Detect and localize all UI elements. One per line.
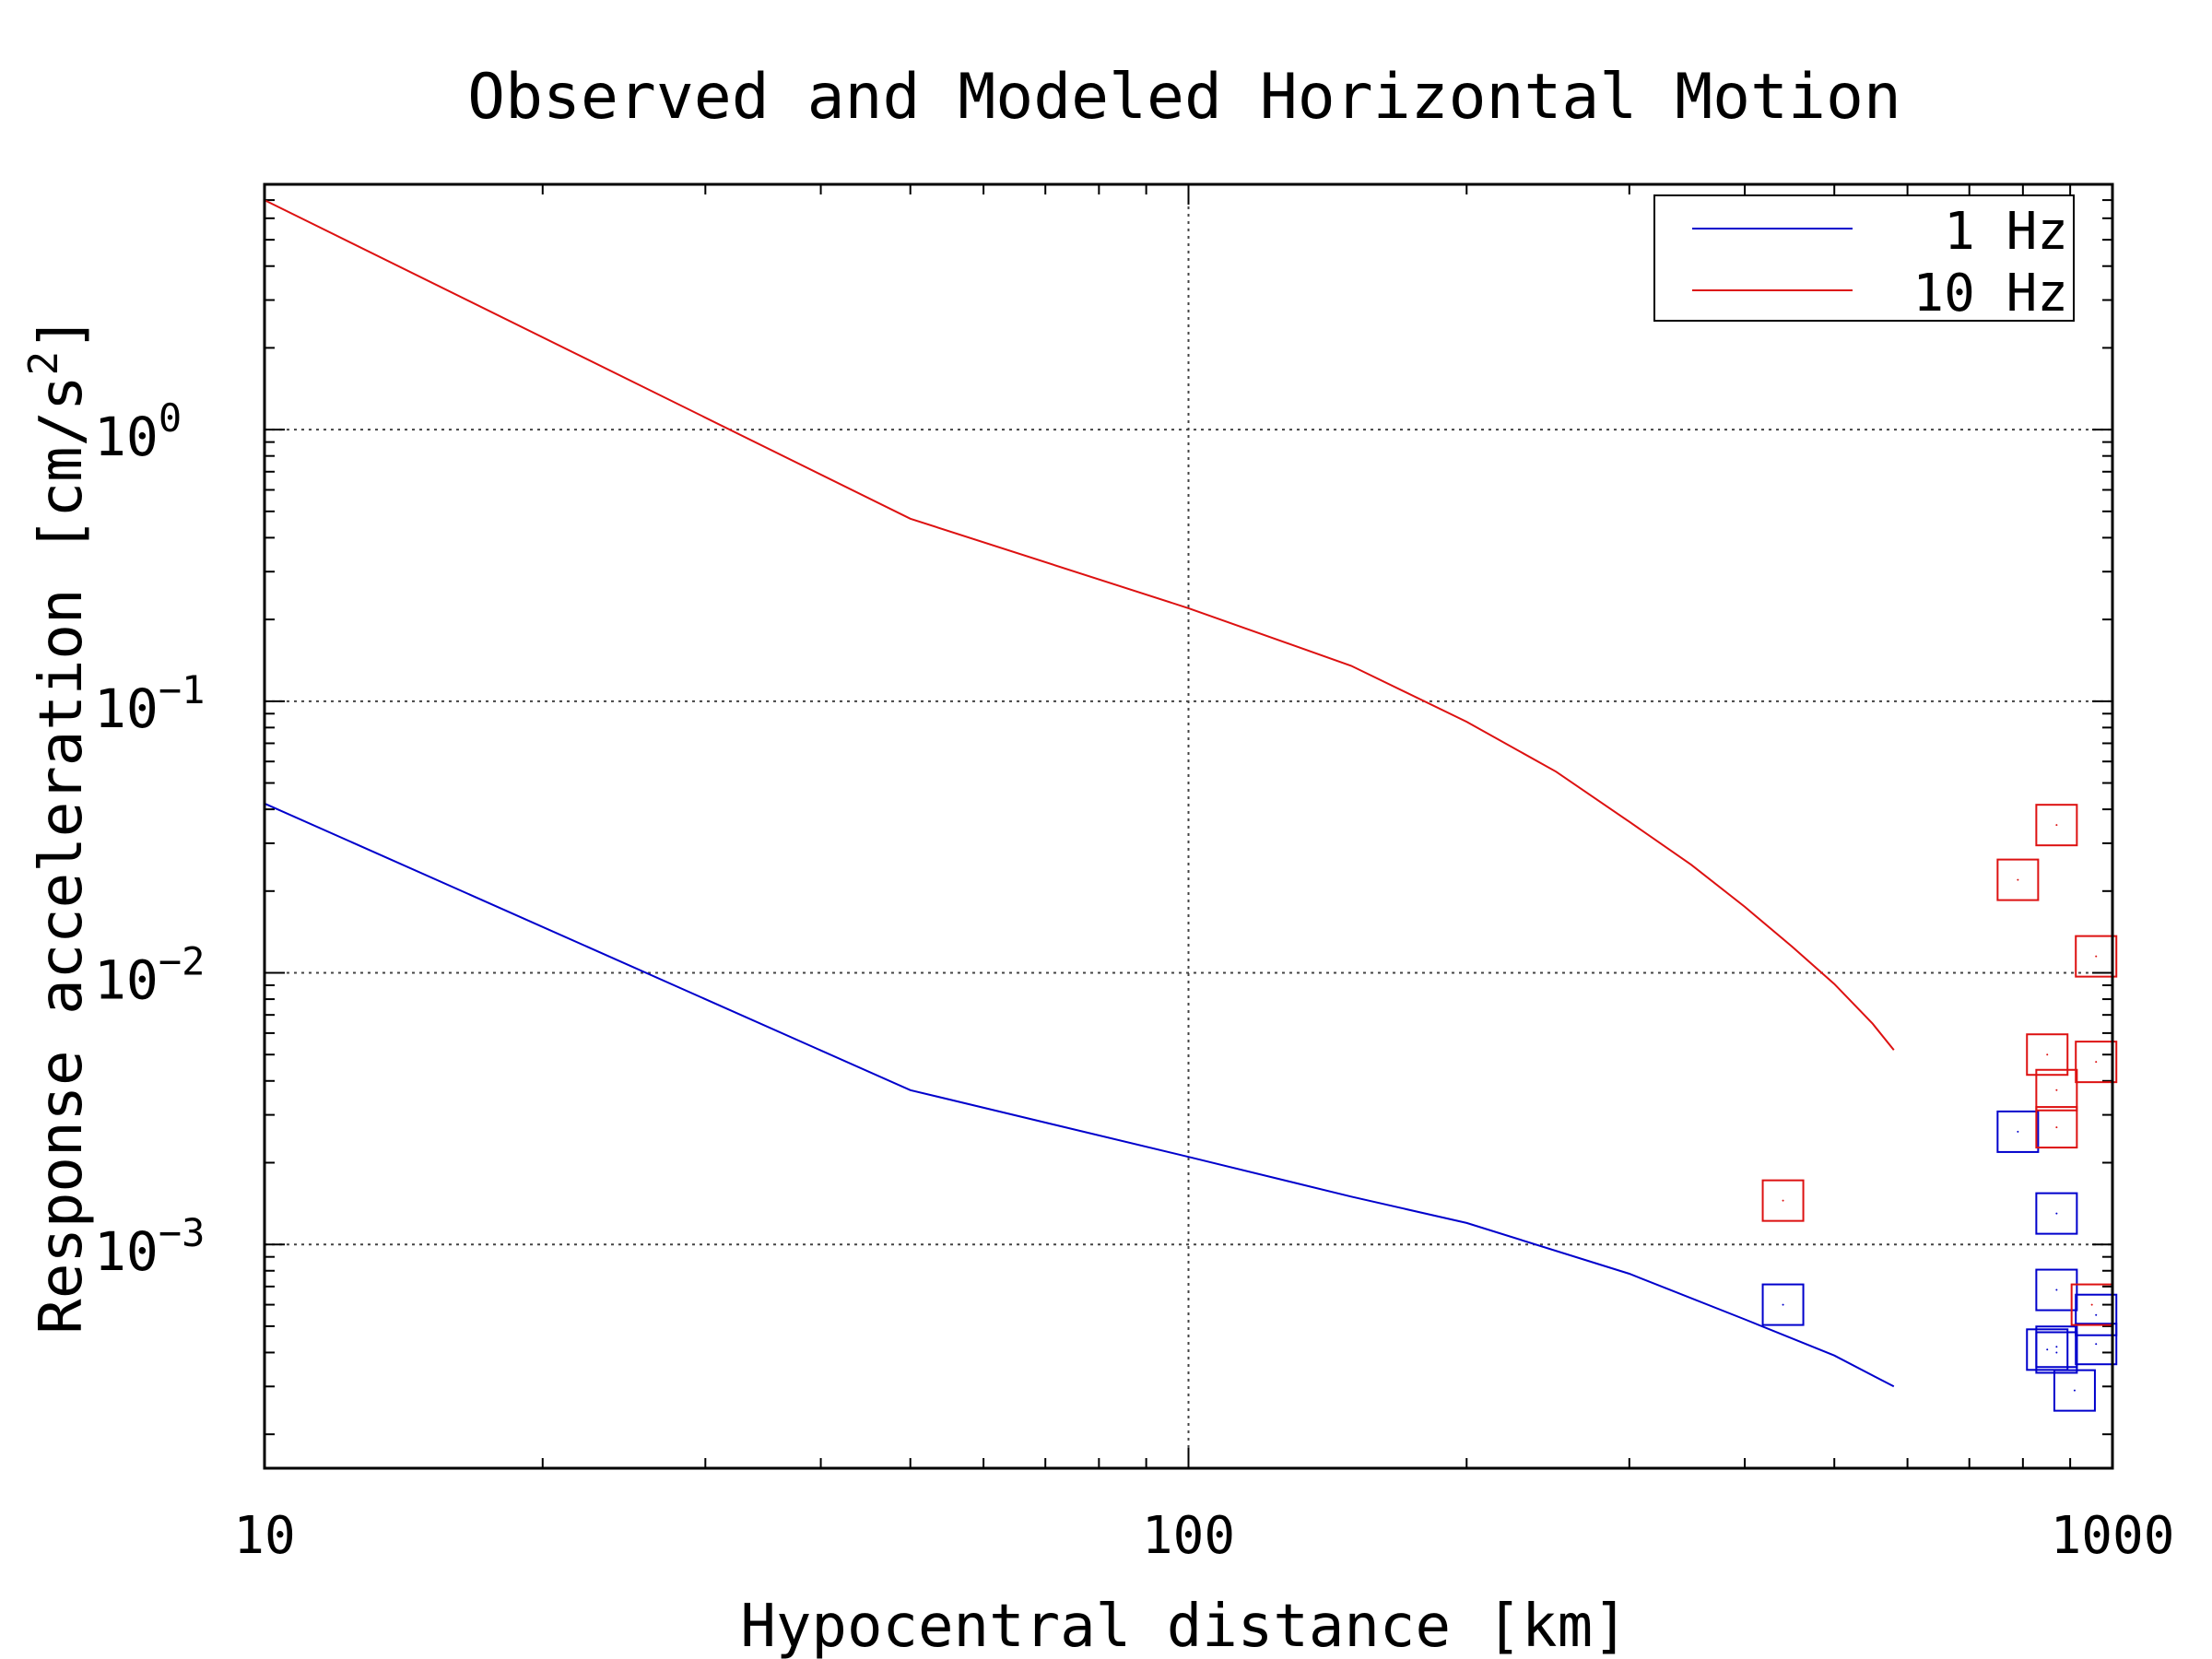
y-tick-label: 10−2 bbox=[94, 939, 205, 1012]
observed-point-center bbox=[2055, 824, 2058, 827]
plot-frame bbox=[263, 182, 2114, 1470]
y-tick-label-exponent: 0 bbox=[159, 395, 182, 441]
observed-point-10hz bbox=[1761, 1179, 1805, 1222]
observed-point-center bbox=[2095, 1343, 2098, 1346]
y-tick-label: 100 bbox=[94, 395, 182, 468]
y-tick-label-base: 10 bbox=[94, 406, 159, 468]
observed-point-center bbox=[2017, 878, 2019, 881]
observed-point-center bbox=[2055, 1288, 2058, 1291]
observed-point-center bbox=[2046, 1053, 2049, 1056]
x-tick-label: 10 bbox=[233, 1506, 295, 1566]
observed-point-center bbox=[2055, 1212, 2058, 1215]
observed-point-center bbox=[2055, 1126, 2058, 1129]
chart-title: Observed and Modeled Horizontal Motion bbox=[467, 61, 1901, 134]
y-axis-label: Response acceleration [cm/s2] bbox=[20, 315, 96, 1334]
observed-point-1hz bbox=[2035, 1331, 2078, 1374]
observed-markers bbox=[1761, 804, 2118, 1412]
x-tick-labels: 10 100 1000 bbox=[233, 1506, 2174, 1566]
series-line-1hz bbox=[264, 802, 1895, 1388]
y-tick-label-base: 10 bbox=[94, 949, 159, 1012]
observed-point-center bbox=[2055, 1346, 2058, 1348]
observed-point-center bbox=[2017, 1130, 2019, 1133]
observed-point-center bbox=[2055, 1351, 2058, 1354]
y-axis-label-main: Response acceleration [cm/s bbox=[28, 375, 96, 1334]
observed-point-10hz bbox=[1996, 858, 2040, 901]
observed-point-1hz bbox=[2035, 1192, 2078, 1235]
y-tick-label-exponent: −3 bbox=[159, 1210, 206, 1255]
grid-lines bbox=[265, 184, 2112, 1468]
y-tick-label-exponent: −1 bbox=[159, 667, 206, 712]
observed-point-center bbox=[2095, 1313, 2098, 1316]
y-axis-label-sup: 2 bbox=[20, 351, 67, 376]
observed-point-center bbox=[2046, 1348, 2049, 1351]
observed-point-center bbox=[1782, 1303, 1784, 1306]
x-tick-label: 100 bbox=[1142, 1506, 1235, 1566]
y-tick-label: 10−1 bbox=[94, 667, 205, 740]
y-tick-label: 10−3 bbox=[94, 1210, 205, 1283]
legend-label-1hz: 1 Hz bbox=[1944, 202, 2068, 262]
observed-point-1hz bbox=[1996, 1110, 2040, 1153]
observed-point-1hz bbox=[2053, 1369, 2096, 1412]
observed-point-10hz bbox=[2035, 1106, 2078, 1149]
series-layer bbox=[264, 199, 1895, 1388]
observed-point-center bbox=[2055, 1088, 2058, 1091]
series-line-10hz bbox=[264, 199, 1895, 1051]
observed-point-10hz bbox=[2035, 1068, 2078, 1112]
observed-point-10hz bbox=[2035, 804, 2078, 847]
observed-point-1hz bbox=[2075, 1293, 2118, 1336]
x-tick-label: 1000 bbox=[2051, 1506, 2175, 1566]
legend: 1 Hz 10 Hz bbox=[1653, 194, 2075, 324]
observed-point-center bbox=[2095, 955, 2098, 958]
observed-point-1hz bbox=[2075, 1323, 2118, 1366]
x-axis-label: Hypocentral distance [km] bbox=[740, 1593, 1628, 1659]
observed-point-1hz bbox=[1761, 1283, 1805, 1326]
observed-point-center bbox=[1782, 1199, 1784, 1202]
legend-box bbox=[1653, 194, 2075, 322]
legend-label-10hz: 10 Hz bbox=[1912, 264, 2068, 324]
y-tick-label-base: 10 bbox=[94, 1220, 159, 1283]
y-axis-label-end: ] bbox=[28, 315, 96, 351]
y-tick-label-exponent: −2 bbox=[159, 939, 206, 984]
observed-point-1hz bbox=[2035, 1268, 2078, 1312]
observed-point-center bbox=[2073, 1389, 2076, 1392]
axis-ticks bbox=[264, 183, 2112, 1468]
observed-point-10hz bbox=[2075, 935, 2118, 978]
observed-point-center bbox=[2095, 1061, 2098, 1064]
y-tick-label-base: 10 bbox=[94, 677, 159, 740]
observed-point-center bbox=[2090, 1303, 2093, 1306]
observed-point-10hz bbox=[2075, 1041, 2118, 1084]
observed-point-10hz bbox=[2026, 1033, 2069, 1077]
observed-point-1hz bbox=[2026, 1328, 2069, 1371]
